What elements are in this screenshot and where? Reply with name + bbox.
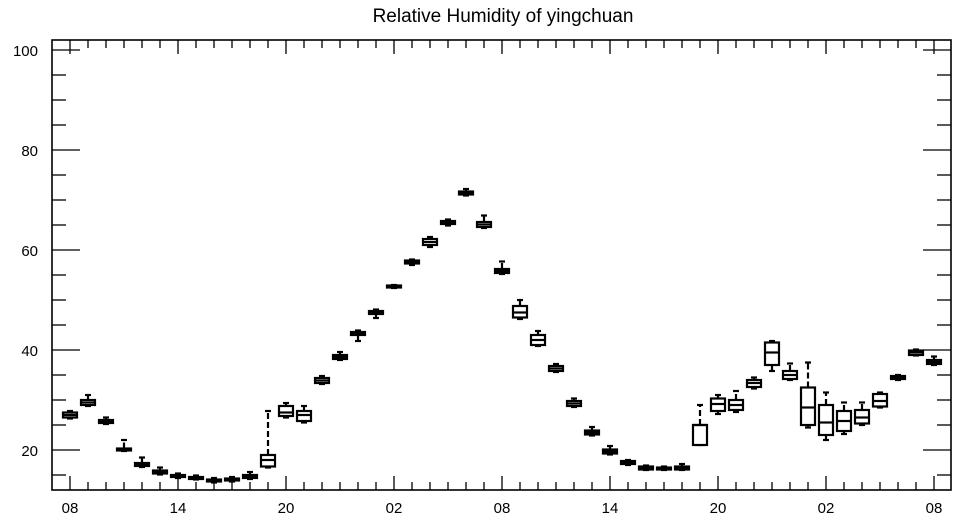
box xyxy=(763,339,781,373)
box xyxy=(565,397,583,409)
box-iqr xyxy=(817,403,835,437)
box xyxy=(133,456,151,469)
box xyxy=(637,464,655,472)
box-iqr xyxy=(763,341,781,367)
box xyxy=(331,350,349,362)
box xyxy=(313,374,331,386)
box xyxy=(403,258,421,267)
x-tick-label: 08 xyxy=(62,500,79,517)
boxes-group xyxy=(61,187,943,484)
box xyxy=(871,391,889,409)
box xyxy=(385,283,403,290)
x-tick-label: 14 xyxy=(170,500,187,517)
box xyxy=(241,470,259,481)
box xyxy=(799,361,817,429)
box xyxy=(727,389,745,414)
box xyxy=(439,218,457,227)
box xyxy=(511,298,529,321)
box xyxy=(187,474,205,481)
y-axis: 20 40 60 80 100 xyxy=(13,43,951,476)
box-iqr xyxy=(277,404,295,418)
x-tick-label: 14 xyxy=(602,500,619,517)
box xyxy=(835,401,853,436)
x-tick-label: 08 xyxy=(926,500,943,517)
box xyxy=(475,214,493,230)
box xyxy=(817,391,835,442)
x-tick-label: 20 xyxy=(278,500,295,517)
box xyxy=(457,187,475,197)
box xyxy=(97,416,115,426)
x-tick-label: 08 xyxy=(494,500,511,517)
box xyxy=(889,373,907,382)
box xyxy=(709,393,727,416)
box-iqr xyxy=(691,423,709,447)
box xyxy=(421,235,439,249)
box xyxy=(673,462,691,472)
y-tick-label: 20 xyxy=(21,443,38,460)
y-tick-label: 40 xyxy=(21,343,38,360)
box xyxy=(169,472,187,480)
box xyxy=(493,260,511,276)
box xyxy=(115,438,133,453)
box xyxy=(619,458,637,467)
box xyxy=(655,465,673,472)
box xyxy=(79,393,97,408)
box xyxy=(853,401,871,427)
x-tick-label: 02 xyxy=(386,500,403,517)
chart-title: Relative Humidity of yingchuan xyxy=(373,6,634,27)
plot-frame xyxy=(51,39,952,491)
box xyxy=(151,466,169,476)
box xyxy=(601,444,619,456)
x-tick-label: 20 xyxy=(710,500,727,517)
box xyxy=(583,425,601,437)
box xyxy=(61,409,79,420)
x-tick-label: 02 xyxy=(818,500,835,517)
box xyxy=(259,409,277,469)
box xyxy=(547,362,565,374)
box-iqr xyxy=(799,386,817,427)
box xyxy=(745,376,763,390)
box xyxy=(223,475,241,483)
box xyxy=(907,348,925,357)
box xyxy=(529,329,547,348)
box xyxy=(367,308,385,320)
y-tick-label: 60 xyxy=(21,243,38,260)
y-tick-label: 100 xyxy=(13,43,38,60)
box xyxy=(295,404,313,424)
box xyxy=(205,476,223,484)
y-tick-label: 80 xyxy=(21,143,38,160)
box xyxy=(349,329,367,343)
box xyxy=(925,355,943,367)
x-axis: 08 14 20 02 08 14 20 02 08 xyxy=(62,40,943,517)
box xyxy=(781,362,799,382)
box xyxy=(691,403,709,447)
box xyxy=(277,401,295,419)
